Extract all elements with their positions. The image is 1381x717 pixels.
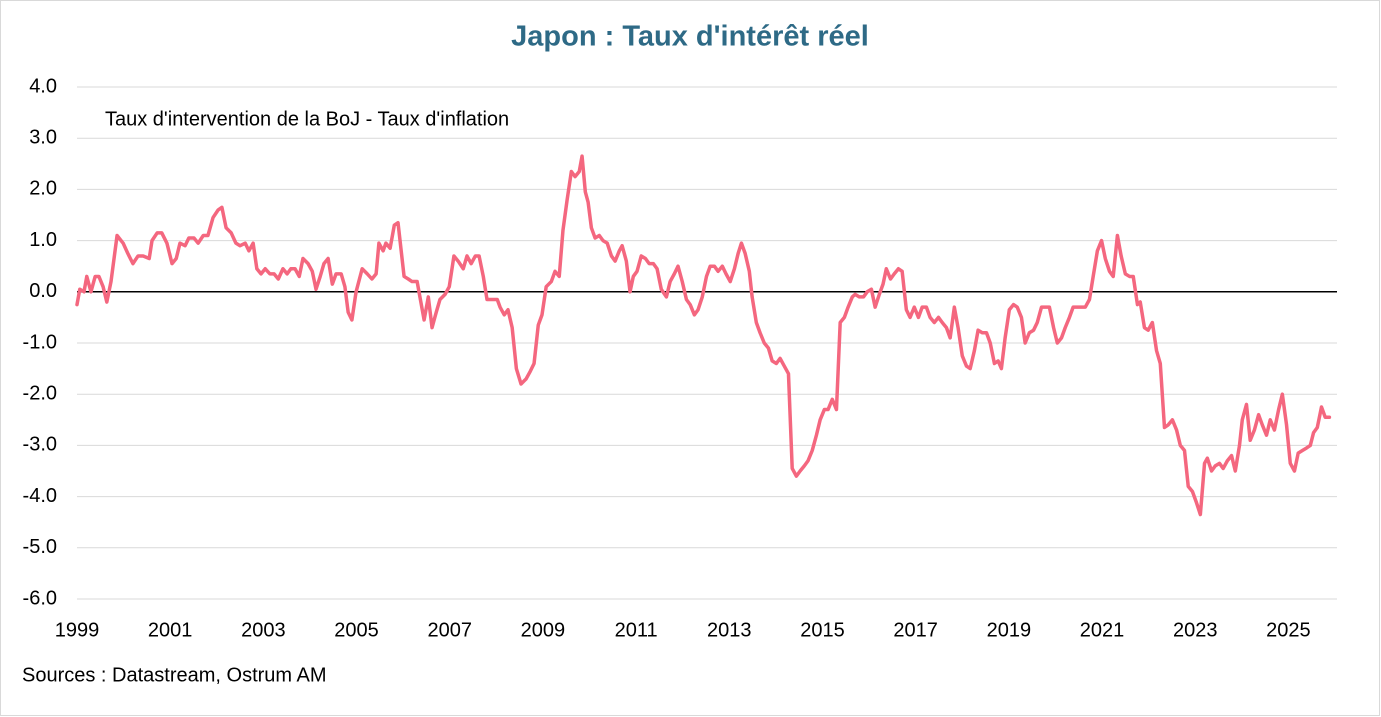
y-tick-label: 3.0 [29,126,57,148]
line-series [75,154,1332,517]
x-tick-label: 2007 [427,619,472,641]
x-tick-label: 2001 [148,619,193,641]
y-tick-label: 0.0 [29,280,57,302]
x-tick-label: 2025 [1266,619,1311,641]
x-tick-label: 2005 [334,619,379,641]
y-tick-label: -6.0 [23,587,57,609]
y-tick-label: 2.0 [29,178,57,200]
y-tick-label: -3.0 [23,434,57,456]
x-tick-label: 2017 [893,619,938,641]
x-tick-label: 2009 [521,619,566,641]
y-tick-label: 4.0 [29,75,57,97]
x-tick-label: 2011 [615,619,658,641]
y-tick-label: -5.0 [23,536,57,558]
annotation: Taux d'intervention de la BoJ - Taux d'i… [105,108,509,130]
y-tick-label: 1.0 [29,229,57,251]
x-tick-label: 2015 [800,619,845,641]
x-tick-label: 2021 [1080,619,1125,641]
x-tick-label: 2003 [241,619,286,641]
source: Sources : Datastream, Ostrum AM [22,664,327,686]
x-tick-label: 2023 [1173,619,1218,641]
y-tick-label: -2.0 [23,382,57,404]
chart-title: Japon : Taux d'intérêt réel [511,21,869,53]
x-tick-label: 1999 [55,619,100,641]
y-tick-label: -4.0 [23,485,57,507]
y-tick-label: -1.0 [23,331,57,353]
x-tick-label: 2019 [987,619,1032,641]
x-tick-label: 2013 [707,619,752,641]
